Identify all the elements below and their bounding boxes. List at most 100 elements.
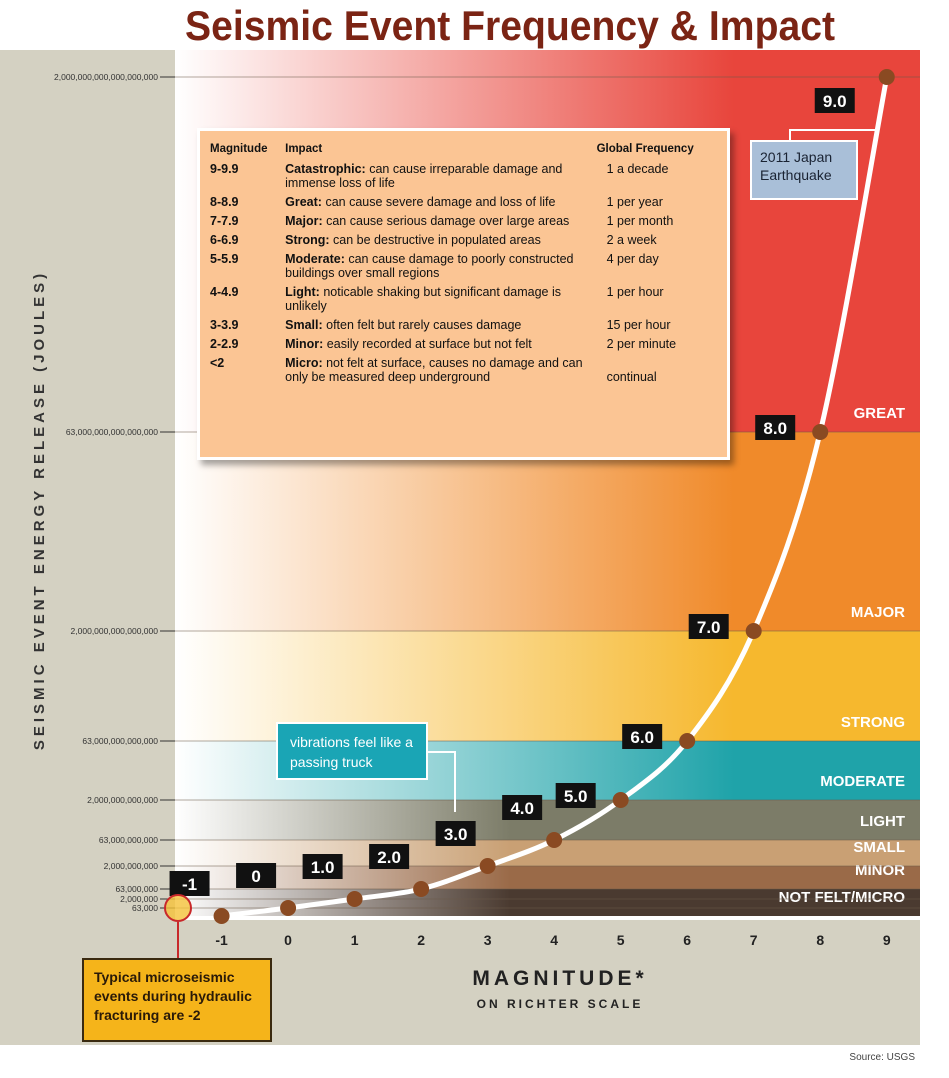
frequency-cell: continual <box>606 370 657 384</box>
label-box <box>622 724 663 749</box>
label-box <box>169 871 210 896</box>
table-header: Magnitude Impact Global Frequency <box>210 139 717 160</box>
band <box>175 866 920 889</box>
point-label: 3.0 <box>444 825 468 844</box>
label-box <box>814 88 855 113</box>
y-axis-title: SEISMIC EVENT ENERGY RELEASE (JOULES) <box>31 270 48 750</box>
impact-description: noticable shaking but significant damage… <box>285 285 561 313</box>
impact-term: Small: <box>285 318 323 332</box>
band-label: GREAT <box>854 405 905 422</box>
impact-cell: Minor: easily recorded at surface but no… <box>285 335 596 354</box>
label-box <box>502 795 543 820</box>
x-tick-label: 2 <box>417 932 425 948</box>
column-header: Magnitude <box>210 143 268 155</box>
frequency-cell: 1 per month <box>606 214 674 228</box>
left-strip <box>0 50 175 920</box>
label-box <box>302 854 343 879</box>
data-point <box>679 733 696 749</box>
x-tick-label: 4 <box>550 932 558 948</box>
band-label: LIGHT <box>860 813 905 830</box>
band-label: MAJOR <box>851 604 905 621</box>
magnitude-cell: 9-9.9 <box>210 162 239 176</box>
y-tick-label: 2,000,000,000,000,000,000 <box>54 72 158 82</box>
label-box <box>688 614 729 639</box>
y-tick-label: 63,000,000,000 <box>99 835 158 845</box>
point-label: 1.0 <box>311 858 335 877</box>
band-label: STRONG <box>841 714 905 731</box>
frequency-cell: 1 per year <box>606 195 663 209</box>
y-tick-label: 63,000,000,000,000 <box>82 736 158 746</box>
data-point <box>413 881 430 897</box>
label-box <box>369 844 410 869</box>
impact-term: Major: <box>285 214 323 228</box>
table-row: 4-4.9 Light: noticable shaking but signif… <box>210 283 717 316</box>
magnitude-cell: 3-3.9 <box>210 318 239 332</box>
impact-description: often felt but rarely causes damage <box>326 318 522 332</box>
table-row: 6-6.9 Strong: can be destructive in popul… <box>210 231 717 250</box>
impact-description: not felt at surface, causes no damage an… <box>285 356 583 384</box>
x-tick-label: 3 <box>484 932 492 948</box>
y-tick-label: 2,000,000,000,000,000 <box>71 626 159 636</box>
y-tick-label: 2,000,000,000 <box>104 861 159 871</box>
chart-title: Seismic Event Frequency & Impact <box>185 2 835 49</box>
source-note: Source: USGS <box>849 1052 915 1063</box>
table: Magnitude Impact Global Frequency 9-9.9 Cat… <box>210 139 717 387</box>
data-point <box>878 69 895 85</box>
x-axis-title: MAGNITUDE* <box>472 967 647 990</box>
label-box <box>236 863 277 888</box>
label-box <box>555 783 596 808</box>
magnitude-cell: <2 <box>210 356 225 370</box>
point-label: 0 <box>251 867 260 886</box>
column-header: Impact <box>285 143 323 155</box>
magnitude-cell: 5-5.9 <box>210 252 239 266</box>
impact-cell: Small: often felt but rarely causes dama… <box>285 316 596 335</box>
data-point <box>280 900 297 916</box>
data-point <box>213 908 230 924</box>
data-point <box>546 832 563 848</box>
point-label: 2.0 <box>377 848 401 867</box>
impact-term: Catastrophic: <box>285 162 366 176</box>
impact-description: can cause irreparable damage and immense… <box>285 162 563 190</box>
connector <box>428 751 456 812</box>
x-tick-label: -1 <box>215 932 228 948</box>
annotation: Typical microseismic events during hydra… <box>82 958 272 1042</box>
table-row: <2 Micro: not felt at surface, causes no … <box>210 354 717 387</box>
x-tick-label: 1 <box>351 932 359 948</box>
table-row: 7-7.9 Major: can cause serious damage ove… <box>210 212 717 231</box>
data-point <box>612 792 629 808</box>
frequency-cell: 15 per hour <box>606 318 671 332</box>
frequency-cell: 4 per day <box>606 252 659 266</box>
y-tick-label: 63,000,000 <box>115 884 158 894</box>
connector <box>789 129 878 142</box>
magnitude-cell: 6-6.9 <box>210 233 239 247</box>
table-row: 5-5.9 Moderate: can cause damage to poorl… <box>210 250 717 283</box>
table-row: 2-2.9 Minor: easily recorded at surface b… <box>210 335 717 354</box>
point-label: 5.0 <box>564 787 588 806</box>
impact-cell: Light: noticable shaking but significant… <box>285 283 596 316</box>
label-box <box>755 415 796 440</box>
highlight-circle <box>164 894 192 922</box>
impact-term: Minor: <box>285 337 324 351</box>
point-label: 8.0 <box>763 419 787 438</box>
y-tick-label: 2,000,000,000,000 <box>87 795 158 805</box>
annotation: vibrations feel like a passing truck <box>276 722 428 780</box>
impact-cell: Catastrophic: can cause irreparable dama… <box>285 160 596 193</box>
x-tick-label: 0 <box>284 932 292 948</box>
magnitude-cell: 7-7.9 <box>210 214 239 228</box>
impact-description: can cause severe damage and loss of life <box>325 195 556 209</box>
band-label: NOT FELT/MICRO <box>779 889 906 906</box>
impact-cell: Micro: not felt at surface, causes no da… <box>285 354 596 387</box>
impact-description: easily recorded at surface but not felt <box>326 337 532 351</box>
impact-description: can cause serious damage over large area… <box>326 214 570 228</box>
data-point <box>812 424 829 440</box>
label-box <box>435 821 476 846</box>
annotation: 2011 Japan Earthquake <box>750 140 858 200</box>
x-tick-label: 5 <box>617 932 625 948</box>
x-tick-label: 9 <box>883 932 891 948</box>
impact-term: Light: <box>285 285 320 299</box>
point-label: 7.0 <box>697 618 721 637</box>
band-label: MODERATE <box>820 773 905 790</box>
point-label: 9.0 <box>823 92 847 111</box>
